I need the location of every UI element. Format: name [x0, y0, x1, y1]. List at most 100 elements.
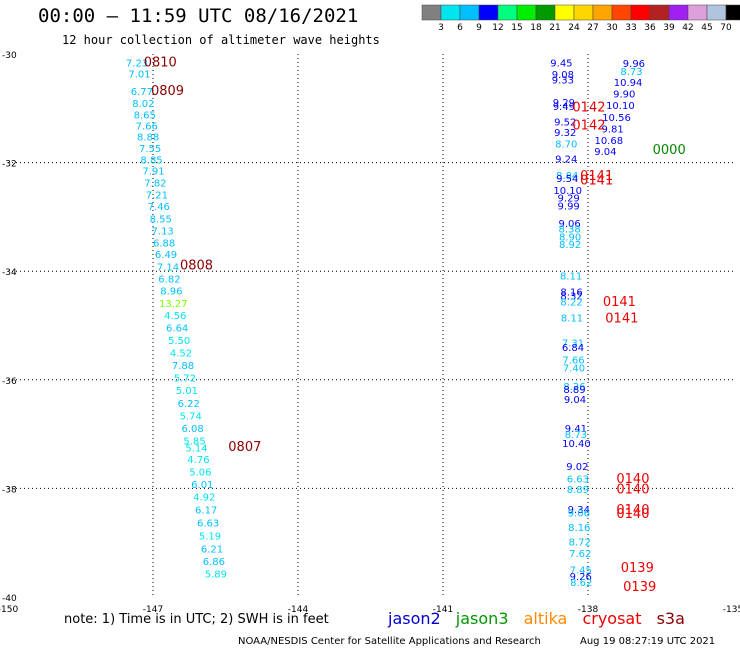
- wave-height-value: 6.21: [201, 545, 223, 556]
- pass-time-label: 0808: [180, 259, 213, 274]
- y-tick-label: -36: [2, 377, 17, 387]
- x-tick-label: -147: [143, 605, 163, 615]
- colorbar-tick-label: 6: [457, 23, 463, 33]
- y-tick-label: -34: [2, 268, 17, 278]
- wave-height-value: 9.32: [554, 128, 576, 139]
- wave-height-value: 10.40: [562, 439, 591, 450]
- pass-time-label: 0139: [623, 580, 656, 595]
- wave-height-value: 7.45: [570, 565, 592, 576]
- wave-height-value: 8.88: [137, 133, 159, 144]
- wave-height-value: 7.01: [128, 70, 150, 81]
- pass-time-label: 0141: [580, 173, 613, 188]
- colorbar-swatch: [687, 4, 708, 21]
- wave-height-value: 6.63: [197, 519, 219, 530]
- colorbar-tick-label: 9: [476, 23, 482, 33]
- colorbar-swatch: [649, 4, 670, 21]
- wave-height-value: 9.29: [553, 98, 575, 109]
- chart-subtitle: 12 hour collection of altimeter wave hei…: [62, 33, 380, 47]
- timestamp: Aug 19 08:27:19 UTC 2021: [580, 636, 716, 647]
- colorbar-swatch: [573, 4, 594, 21]
- y-tick-label: -38: [2, 485, 17, 495]
- wave-height-value: 9.24: [555, 154, 577, 165]
- wave-height-value: 7.91: [142, 167, 164, 178]
- wave-height-value: 8.65: [134, 110, 156, 121]
- wave-height-value: 8.11: [560, 272, 582, 283]
- wave-height-value: 9.96: [623, 59, 645, 70]
- wave-height-value: 9.26: [570, 572, 592, 583]
- colorbar-tick-label: 21: [549, 23, 560, 33]
- wave-height-value: 6.08: [182, 424, 204, 435]
- wave-height-value: 9.99: [558, 201, 580, 212]
- pass-time-label: 0000: [653, 143, 686, 158]
- colorbar-swatch: [421, 4, 442, 21]
- wave-height-value: 9.04: [564, 395, 586, 406]
- wave-height-value: 6.17: [195, 506, 217, 517]
- wave-height-value: 7.40: [563, 363, 585, 374]
- wave-height-value: 9.34: [568, 505, 590, 516]
- wave-height-value: 9.52: [554, 117, 576, 128]
- wave-height-value: 5.19: [199, 532, 221, 543]
- colorbar-swatch: [706, 4, 727, 21]
- colorbar-tick-label: 30: [606, 23, 618, 33]
- wave-height-value: 9.90: [613, 90, 635, 101]
- colorbar-swatch: [535, 4, 556, 21]
- wave-height-value: 6.49: [155, 250, 177, 261]
- x-tick-label: -141: [433, 605, 453, 615]
- legend-s3a: s3a: [656, 609, 685, 628]
- wave-height-value: 7.66: [562, 356, 584, 367]
- colorbar-tick-label: 24: [568, 23, 580, 33]
- pass-time-label: 0141: [580, 169, 613, 184]
- pass-time-label: 0140: [616, 503, 649, 518]
- pass-time-label: 0140: [616, 482, 649, 497]
- wave-height-value: 9.04: [594, 147, 616, 158]
- colorbar-swatch: [459, 4, 480, 21]
- colorbar-tick-label: 3: [438, 23, 444, 33]
- wave-height-value: 7.23: [126, 59, 148, 70]
- pass-time-label: 0807: [228, 440, 261, 455]
- pass-time-label: 0142: [572, 119, 605, 134]
- wave-height-value: 6.86: [203, 557, 225, 568]
- wave-height-value: 6.88: [153, 238, 175, 249]
- colorbar-swatch: [497, 4, 518, 21]
- colorbar-swatch: [554, 4, 575, 21]
- wave-height-value: 4.52: [170, 349, 192, 360]
- x-tick-label: -144: [288, 605, 309, 615]
- wave-height-value: 7.31: [562, 338, 584, 349]
- x-tick-label: -138: [578, 605, 599, 615]
- wave-height-value: 10.94: [614, 78, 643, 89]
- wave-height-value: 8.16: [568, 523, 590, 534]
- wave-height-value: 9.41: [565, 424, 587, 435]
- wave-height-value: 8.72: [569, 538, 591, 549]
- wave-height-value: 6.01: [191, 480, 213, 491]
- wave-height-value: 10.56: [602, 113, 631, 124]
- colorbar-tick-label: 15: [511, 23, 522, 33]
- wave-height-value: 9.29: [558, 193, 580, 204]
- wave-height-value: 5.01: [176, 386, 198, 397]
- wave-height-value: 5.06: [189, 468, 211, 479]
- wave-height-value: 8.70: [555, 140, 577, 151]
- y-tick-label: -32: [2, 160, 17, 170]
- wave-height-value: 8.02: [132, 99, 154, 110]
- colorbar-swatch: [440, 4, 461, 21]
- wave-height-value: 5.74: [180, 412, 202, 423]
- wave-height-value: 8.73: [565, 430, 587, 441]
- wave-height-value: 9.33: [552, 76, 574, 87]
- wave-height-value: 8.84: [556, 171, 578, 182]
- pass-time-label: 0810: [144, 56, 177, 71]
- colorbar-swatch: [630, 4, 651, 21]
- y-tick-label: -40: [2, 594, 17, 604]
- pass-time-label: 0142: [572, 101, 605, 116]
- x-tick-label: -150: [0, 605, 18, 615]
- colorbar-tick-label: 36: [644, 23, 656, 33]
- wave-height-value: 8.11: [561, 313, 583, 324]
- colorbar-tick-label: 18: [530, 23, 542, 33]
- wave-height-value: 8.55: [150, 215, 172, 226]
- colorbar-swatch: [516, 4, 537, 21]
- wave-height-value: 8.26: [563, 382, 585, 393]
- colorbar-tick-label: 12: [492, 23, 503, 33]
- wave-height-value: 8.85: [140, 155, 162, 166]
- wave-height-value: 5.50: [168, 336, 190, 347]
- wave-height-value: 9.54: [556, 174, 578, 185]
- wave-height-value: 7.82: [144, 179, 166, 190]
- units-note: note: 1) Time is in UTC; 2) SWH is in fe…: [64, 612, 329, 627]
